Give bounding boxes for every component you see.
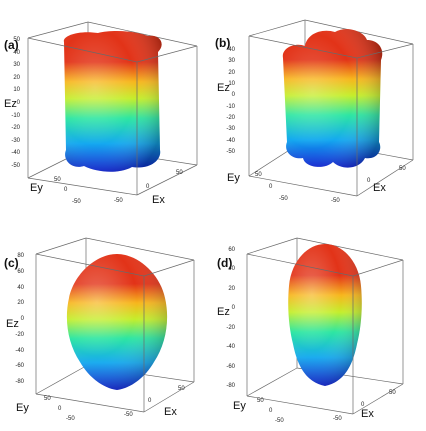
ey-tick-b-1: 0	[269, 184, 273, 190]
panel-label-d: (d)	[217, 256, 233, 270]
x-axis-label-d: Ex	[361, 408, 374, 420]
z-tick-d-5: -40	[226, 344, 235, 351]
z-axis-label-d: Ez	[217, 306, 230, 318]
z-tick-b-8: -40	[226, 137, 235, 144]
plot-3d-a	[27, 21, 198, 196]
z-axis-label-a: Ez	[4, 98, 17, 110]
plot-3d-c	[35, 237, 195, 413]
panel-c: (c) Ez Ey Ex 50 0 -50 -50 0 50 80 60 40 20 0…	[0, 216, 213, 431]
z-tick-d-4: -20	[226, 324, 235, 331]
panel-a: (a) Ez Ey Ex 50 0 -50 -50 0 50 50 40 30 20 1…	[0, 0, 213, 215]
z-tick-b-2: 20	[228, 69, 235, 76]
z-tick-a-1: 40	[13, 49, 20, 56]
z-tick-b-1: 30	[228, 58, 235, 65]
z-tick-a-10: -50	[11, 163, 20, 169]
ex-tick-d-1: 0	[361, 402, 365, 408]
z-tick-d-3: 0	[231, 305, 235, 312]
ey-tick-c-0: 50	[44, 396, 51, 402]
z-tick-a-0: 50	[13, 37, 20, 43]
z-axis-label-b: Ez	[217, 82, 230, 94]
z-tick-b-4: 0	[231, 92, 235, 99]
panel-d: (d) Ez Ey Ex 50 0 -50 -50 0 50 60 40 20 0 -2…	[213, 216, 426, 431]
z-tick-a-4: 10	[13, 87, 20, 94]
z-tick-c-6: -40	[15, 347, 24, 354]
ey-tick-b-2: -50	[279, 196, 288, 202]
z-tick-b-9: -50	[226, 149, 235, 155]
y-axis-label-d: Ey	[233, 400, 246, 412]
ex-tick-a-0: -50	[114, 198, 123, 204]
panel-label-b: (b)	[215, 36, 231, 50]
z-axis-label-c: Ez	[6, 318, 19, 330]
panel-label-c: (c)	[4, 256, 19, 270]
z-tick-c-3: 20	[17, 300, 24, 307]
ex-tick-c-1: 0	[148, 398, 152, 404]
z-tick-a-8: -30	[11, 137, 20, 144]
ex-tick-b-1: 0	[367, 178, 371, 184]
x-axis-label-a: Ex	[152, 194, 165, 206]
ex-tick-c-0: -50	[124, 412, 133, 418]
ex-tick-c-2: 50	[178, 386, 185, 392]
z-tick-d-0: 60	[228, 247, 235, 253]
x-axis-label-c: Ex	[164, 406, 177, 418]
ex-tick-a-1: 0	[146, 184, 150, 190]
ex-tick-d-0: -50	[333, 416, 342, 422]
z-tick-a-6: -10	[11, 112, 20, 119]
z-tick-b-3: 10	[228, 81, 235, 87]
z-tick-d-6: -60	[226, 363, 235, 370]
y-axis-label-b: Ey	[227, 172, 240, 184]
z-tick-d-1: 40	[228, 266, 235, 273]
ey-tick-d-0: 50	[257, 398, 264, 404]
z-tick-b-7: -30	[226, 126, 235, 133]
y-axis-label-a: Ey	[30, 182, 43, 194]
axis-box-front-d	[246, 253, 404, 415]
ey-tick-c-2: -50	[66, 416, 75, 422]
plot-3d-d	[246, 237, 404, 415]
z-tick-c-2: 40	[17, 284, 24, 291]
ey-tick-c-1: 0	[58, 406, 62, 412]
panel-label-a: (a)	[4, 38, 19, 52]
z-tick-a-5: 0	[16, 100, 20, 106]
y-axis-label-c: Ey	[16, 402, 29, 414]
axis-box-front-b	[248, 35, 414, 197]
axis-box-front-a	[27, 37, 198, 196]
z-tick-c-8: -80	[15, 379, 24, 385]
z-tick-a-2: 30	[13, 62, 20, 69]
z-tick-a-3: 20	[13, 74, 20, 81]
z-tick-d-2: 20	[228, 285, 235, 292]
ex-tick-d-2: 50	[389, 390, 396, 396]
ey-tick-a-0: 50	[54, 177, 61, 183]
ey-tick-a-1: 0	[64, 187, 68, 193]
z-tick-a-9: -40	[11, 150, 20, 157]
z-tick-b-0: 40	[228, 47, 235, 53]
ey-tick-d-1: 0	[269, 408, 273, 414]
panel-b: (b) Ez Ey Ex 50 0 -50 -50 0 50 40 30 20 10 0…	[213, 0, 426, 215]
z-tick-a-7: -20	[11, 125, 20, 132]
ey-tick-b-0: 50	[255, 172, 262, 178]
z-tick-d-7: -80	[226, 383, 235, 389]
ex-tick-b-2: 50	[399, 166, 406, 172]
z-tick-b-5: -10	[226, 103, 235, 110]
z-tick-c-5: -20	[15, 331, 24, 338]
z-tick-b-6: -20	[226, 115, 235, 121]
ex-tick-a-2: 50	[176, 170, 183, 176]
plot-3d-b	[248, 19, 414, 197]
axis-box-front-c	[35, 253, 195, 413]
ey-tick-a-2: -50	[72, 199, 81, 205]
z-tick-c-4: 0	[20, 316, 24, 322]
z-tick-c-1: 60	[17, 268, 24, 275]
x-axis-label-b: Ex	[373, 182, 386, 194]
ey-tick-d-2: -50	[275, 418, 284, 424]
z-tick-c-0: 80	[17, 253, 24, 259]
z-tick-c-7: -60	[15, 363, 24, 370]
ex-tick-b-0: -50	[331, 198, 340, 204]
